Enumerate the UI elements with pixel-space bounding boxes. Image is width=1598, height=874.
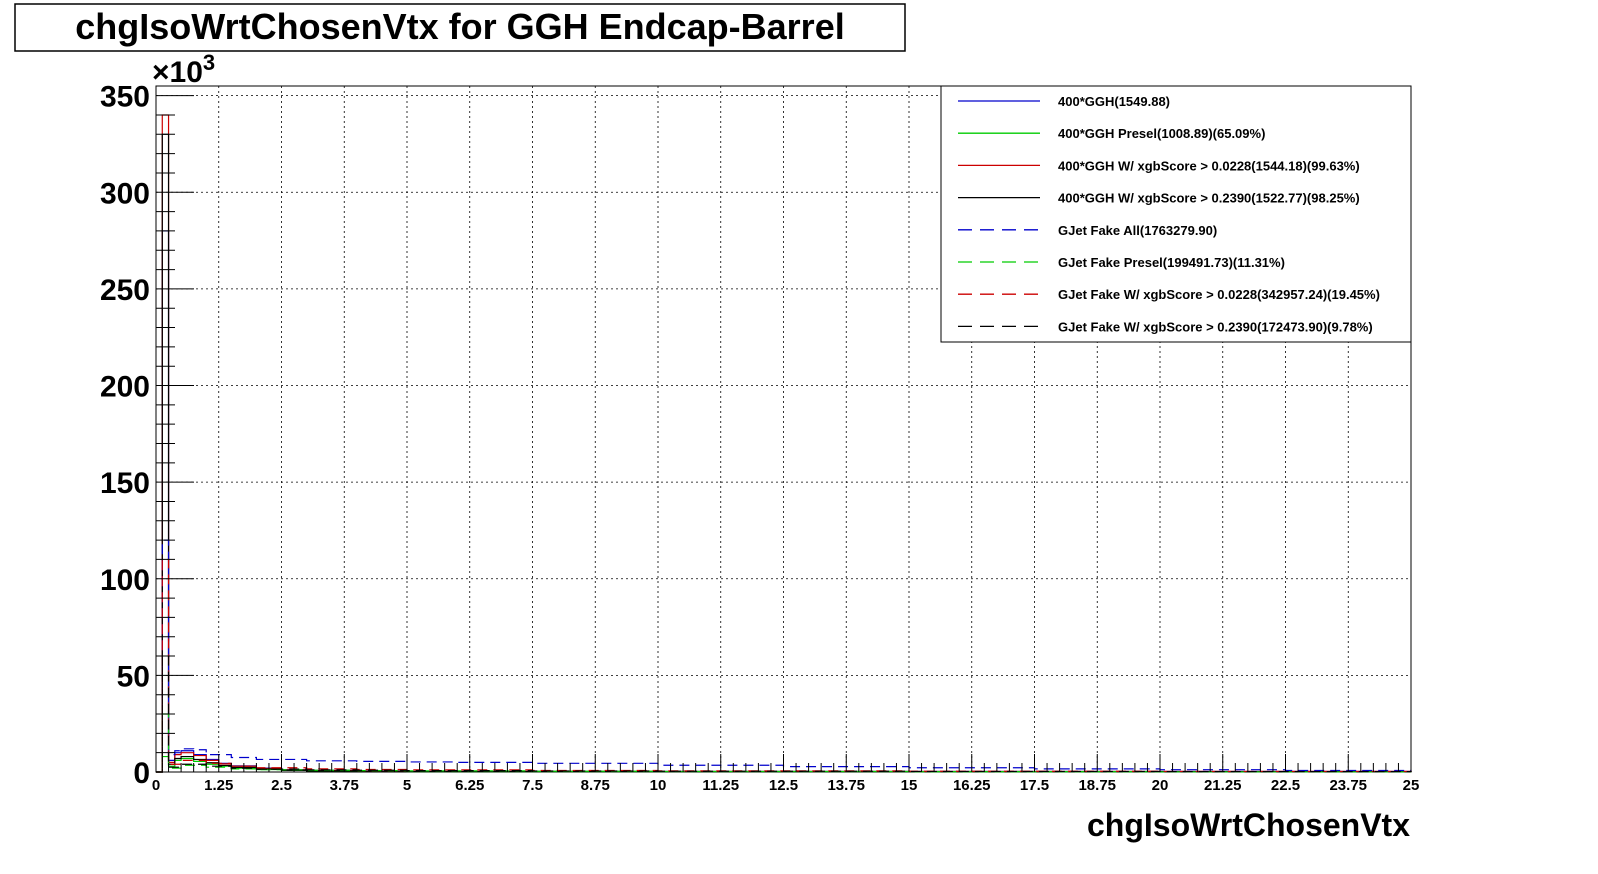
- x-tick-label: 8.75: [581, 777, 610, 794]
- x-tick-label: 10: [650, 777, 667, 794]
- y-tick-label: 50: [117, 660, 150, 693]
- legend-entry-label: 400*GGH W/ xgbScore > 0.0228(1544.18)(99…: [1058, 158, 1360, 173]
- legend-entry-label: GJet Fake Presel(199491.73)(11.31%): [1058, 255, 1285, 270]
- x-tick-label: 7.5: [522, 777, 543, 794]
- x-tick-label: 21.25: [1204, 777, 1242, 794]
- y-tick-label: 350: [100, 81, 150, 114]
- legend-entry-label: 400*GGH(1549.88): [1058, 94, 1170, 109]
- x-tick-label: 15: [901, 777, 918, 794]
- legend-box: [940, 85, 1412, 343]
- y-tick-label: 0: [133, 757, 150, 790]
- x-tick-label: 2.5: [271, 777, 292, 794]
- x-tick-label: 17.5: [1020, 777, 1049, 794]
- x-tick-label: 5: [403, 777, 411, 794]
- y-axis-ticks: 0 50 100 150 200 250 300 350: [100, 81, 194, 790]
- y-multiplier-exponent: 3: [203, 50, 215, 75]
- x-tick-label: 18.75: [1078, 777, 1116, 794]
- x-tick-label: 6.25: [455, 777, 484, 794]
- legend-entry-label: GJet Fake W/ xgbScore > 0.2390(172473.90…: [1058, 319, 1373, 334]
- x-tick-label: 1.25: [204, 777, 233, 794]
- y-tick-label: 150: [100, 467, 150, 500]
- y-tick-label: 100: [100, 564, 150, 597]
- legend-entry-label: GJet Fake W/ xgbScore > 0.0228(342957.24…: [1058, 287, 1380, 302]
- y-tick-label: 200: [100, 371, 150, 404]
- x-tick-label: 0: [152, 777, 160, 794]
- legend-entry-label: GJet Fake All(1763279.90): [1058, 223, 1217, 238]
- x-tick-label: 25: [1403, 777, 1420, 794]
- legend-entry-label: 400*GGH Presel(1008.89)(65.09%): [1058, 126, 1265, 141]
- x-tick-label: 22.5: [1271, 777, 1300, 794]
- x-axis-ticks: 0 1.25 2.5 3.75 5 6.25 7.5 8.75 10 11.25 12.5 13.75…: [152, 754, 1420, 794]
- title-box: [14, 3, 906, 52]
- x-tick-label: 23.75: [1329, 777, 1367, 794]
- y-tick-label: 250: [100, 274, 150, 307]
- x-tick-label: 3.75: [330, 777, 359, 794]
- chart-title: chgIsoWrtChosenVtx for GGH Endcap-Barrel: [75, 6, 844, 47]
- x-tick-label: 16.25: [953, 777, 991, 794]
- legend-entry-label: 400*GGH W/ xgbScore > 0.2390(1522.77)(98…: [1058, 191, 1360, 206]
- x-tick-label: 12.5: [769, 777, 798, 794]
- y-tick-label: 300: [100, 177, 150, 210]
- x-tick-label: 11.25: [702, 777, 739, 794]
- x-tick-label: 20: [1152, 777, 1169, 794]
- legend: 400*GGH(1549.88) 400*GGH Presel(1008.89)(…: [958, 94, 1380, 334]
- series-line: [156, 713, 1411, 773]
- x-axis-label: chgIsoWrtChosenVtx: [1087, 807, 1410, 843]
- y-multiplier: ×103: [152, 50, 215, 89]
- x-tick-label: 13.75: [827, 777, 865, 794]
